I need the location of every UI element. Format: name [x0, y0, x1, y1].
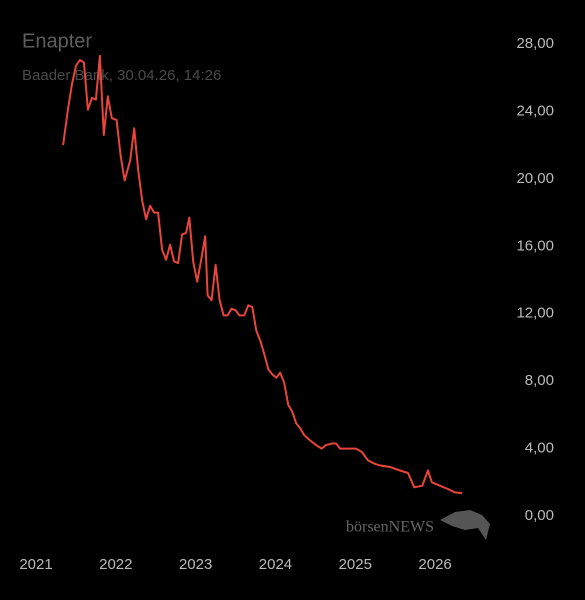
chart-subtitle: Baader Bank, 30.04.26, 14:26 [22, 67, 221, 84]
chart-title: Enapter [22, 30, 92, 52]
x-tick-label: 2024 [259, 556, 292, 573]
y-tick-label: 24,00 [516, 102, 554, 119]
y-tick-label: 16,00 [516, 237, 554, 254]
y-tick-label: 28,00 [516, 35, 554, 52]
y-tick-label: 12,00 [516, 305, 554, 322]
x-tick-label: 2025 [339, 556, 372, 573]
watermark-bull [440, 510, 490, 540]
watermark: börsenNEWS [346, 519, 434, 536]
x-tick-label: 2022 [99, 556, 132, 573]
x-tick-label: 2026 [418, 556, 451, 573]
x-tick-label: 2021 [19, 556, 52, 573]
y-tick-label: 20,00 [516, 170, 554, 187]
price-line [62, 54, 463, 495]
y-tick-label: 8,00 [525, 372, 554, 389]
y-tick-label: 0,00 [525, 507, 554, 524]
x-tick-label: 2023 [179, 556, 212, 573]
y-tick-label: 4,00 [525, 440, 554, 457]
